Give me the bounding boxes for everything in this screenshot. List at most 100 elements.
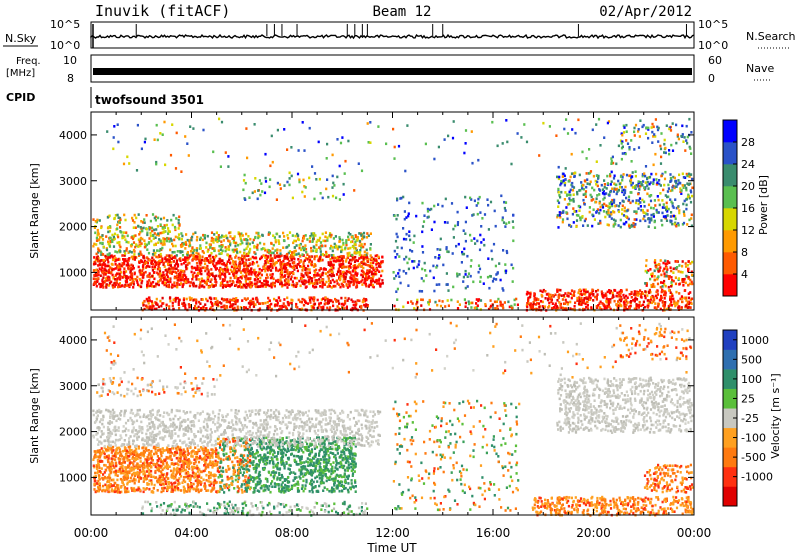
power-echo-cell: [512, 266, 515, 270]
power-echo-cell: [586, 300, 589, 304]
power-echo-cell: [195, 284, 198, 288]
power-echo-cell: [617, 300, 620, 303]
power-echo-cell: [685, 188, 688, 192]
power-echo-cell: [561, 298, 564, 301]
velocity-echo-cell: [151, 459, 154, 462]
power-echo-cell: [287, 251, 290, 255]
power-echo-cell: [355, 251, 358, 255]
power-echo-cell: [155, 255, 158, 259]
power-echo-cell: [670, 269, 673, 273]
power-echo-cell: [633, 307, 636, 311]
power-echo-cell: [279, 255, 282, 258]
power-echo-cell: [247, 252, 250, 255]
power-echo-cell: [164, 269, 167, 272]
power-echo-cell: [147, 251, 151, 255]
power-echo-cell: [213, 297, 216, 300]
power-echo-cell: [483, 213, 487, 216]
power-echo-cell: [344, 246, 347, 250]
power-echo-cell: [310, 232, 313, 235]
power-echo-cell: [112, 147, 115, 151]
power-echo-cell: [614, 219, 617, 223]
power-echo-cell: [420, 277, 423, 280]
power-echo-cell: [206, 264, 209, 268]
power-echo-cell: [555, 305, 558, 309]
power-echo-cell: [351, 253, 354, 257]
power-echo-cell: [220, 305, 223, 309]
power-echo-cell: [622, 173, 625, 176]
power-echo-cell: [218, 117, 221, 121]
power-echo-cell: [131, 216, 134, 220]
power-echo-cell: [209, 245, 212, 249]
power-echo-cell: [567, 291, 570, 295]
power-echo-cell: [179, 250, 182, 253]
power-echo-cell: [251, 260, 254, 264]
power-echo-cell: [160, 255, 163, 258]
power-echo-cell: [246, 277, 250, 281]
power-echo-cell: [529, 292, 532, 296]
power-echo-cell: [294, 285, 297, 288]
power-echo-cell: [672, 271, 675, 274]
power-echo-cell: [203, 281, 207, 284]
power-echo-cell: [339, 141, 343, 145]
power-echo-cell: [207, 277, 210, 281]
nsky-line: [90, 33, 695, 40]
power-echo-cell: [644, 282, 647, 285]
power-echo-cell: [320, 279, 323, 283]
power-echo-cell: [268, 185, 271, 189]
power-echo-cell: [127, 266, 130, 269]
power-echo-cell: [140, 285, 143, 288]
power-echo-cell: [564, 191, 567, 194]
power-echo-cell: [628, 293, 631, 296]
power-echo-cell: [666, 190, 669, 193]
power-echo-cell: [584, 190, 588, 193]
power-echo-cell: [142, 267, 145, 270]
power-echo-cell: [409, 238, 412, 242]
power-echo-cell: [585, 305, 588, 309]
power-echo-cell: [286, 282, 289, 286]
power-echo-cell: [355, 307, 358, 311]
power-echo-cell: [436, 248, 439, 251]
power-echo-cell: [557, 226, 560, 229]
power-echo-cell: [218, 270, 222, 273]
power-echo-cell: [647, 128, 650, 131]
power-echo-cell: [286, 257, 289, 261]
power-echo-cell: [121, 264, 124, 268]
power-echo-cell: [489, 275, 492, 278]
power-echo-cell: [250, 268, 253, 271]
power-echo-cell: [627, 195, 631, 199]
power-echo-cell: [195, 238, 198, 242]
power-echo-cell: [515, 297, 518, 301]
power-echo-cell: [222, 298, 225, 301]
power-echo-cell: [305, 273, 308, 277]
power-echo-cell: [570, 172, 574, 175]
power-echo-cell: [224, 249, 227, 253]
power-echo-cell: [589, 296, 592, 300]
power-echo-cell: [297, 298, 300, 302]
power-echo-cell: [646, 294, 649, 297]
power-echo-cell: [260, 182, 263, 185]
power-echo-cell: [155, 228, 158, 231]
power-echo-cell: [645, 264, 648, 268]
power-echo-cell: [219, 281, 223, 285]
power-echo-cell: [347, 267, 350, 270]
power-echo-cell: [355, 259, 358, 262]
power-echo-cell: [658, 179, 661, 182]
power-echo-cell: [338, 255, 341, 259]
power-echo-cell: [451, 136, 455, 140]
power-echo-cell: [685, 186, 688, 190]
power-echo-cell: [533, 294, 536, 298]
power-echo-cell: [239, 306, 242, 309]
power-echo-cell: [675, 123, 678, 127]
power-echo-cell: [371, 264, 374, 268]
power-echo-cell: [107, 225, 110, 229]
power-echo-cell: [340, 296, 343, 300]
power-echo-cell: [566, 301, 569, 305]
power-echo-cell: [469, 274, 472, 278]
power-echo-cell: [559, 288, 562, 292]
power-echo-cell: [208, 285, 212, 289]
power-echo-cell: [282, 305, 285, 308]
power-echo-cell: [119, 278, 122, 281]
power-echo-cell: [304, 234, 307, 237]
power-echo-cell: [370, 280, 373, 284]
power-echo-cell: [562, 179, 565, 182]
